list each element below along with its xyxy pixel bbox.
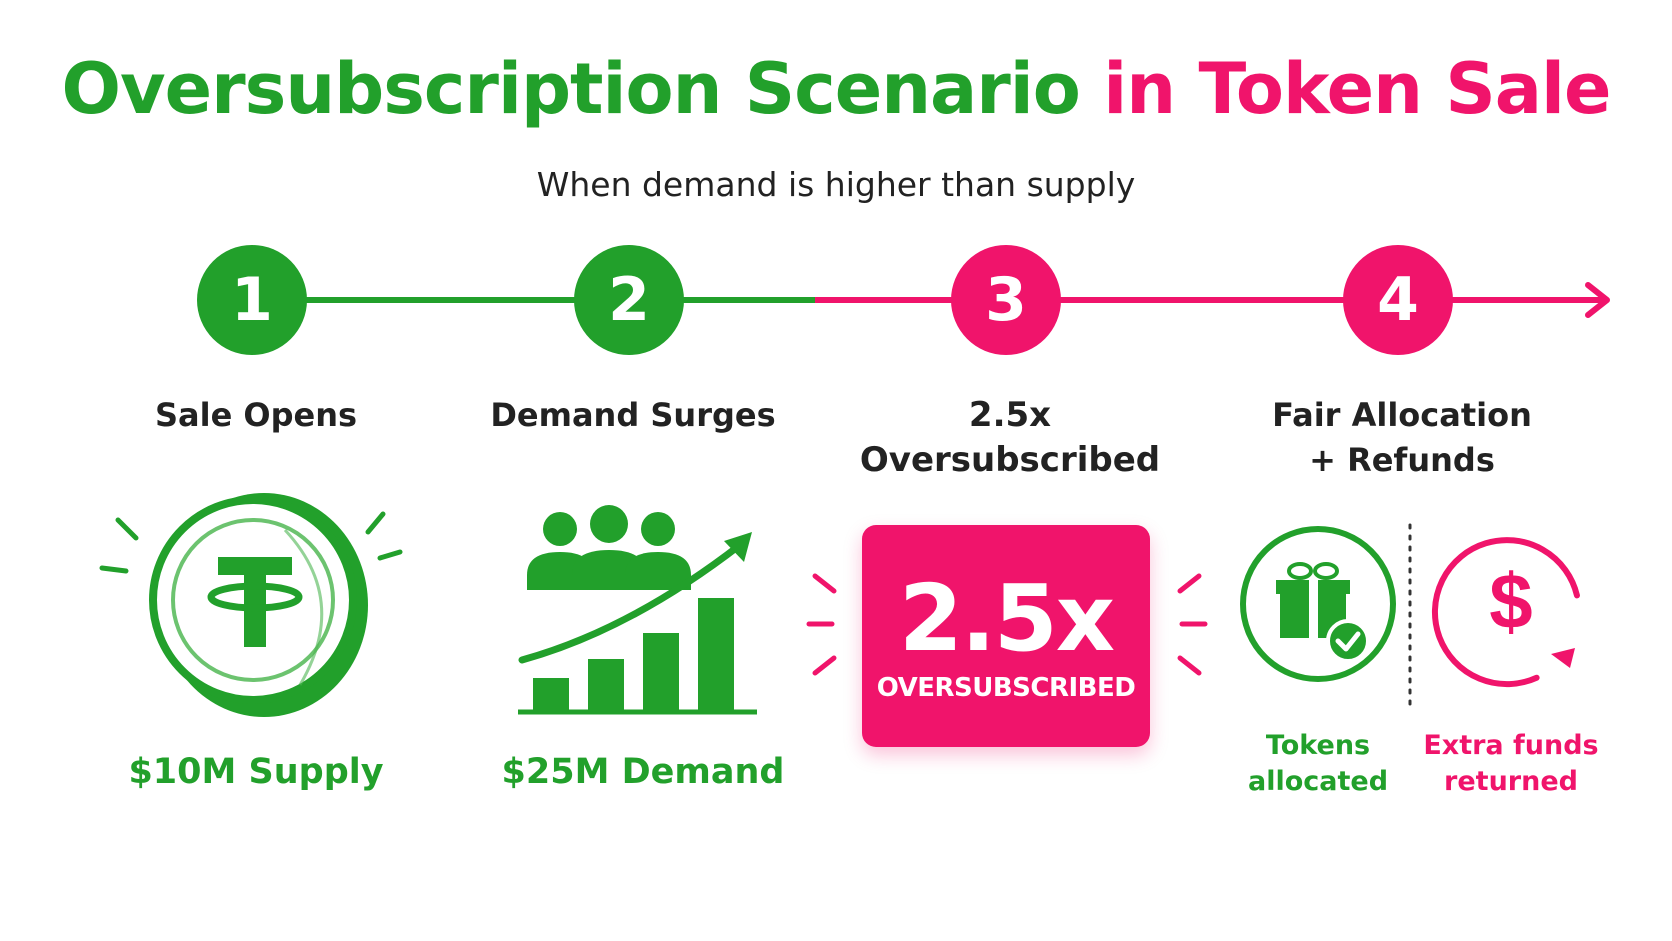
supply-caption: $10M Supply (128, 752, 384, 792)
funds-caption-line2: returned (1444, 766, 1578, 797)
step-3-label-line1: 2.5x (968, 395, 1052, 435)
svg-text:$: $ (1489, 557, 1532, 645)
step-2-number: 2 (608, 265, 650, 335)
oversubscribed-multiplier: 2.5x (898, 565, 1115, 672)
extra-funds-caption: Extra funds returned (1411, 728, 1611, 800)
step-3-circle (951, 245, 1061, 355)
tokens-caption-line2: allocated (1247, 766, 1389, 797)
tokens-caption-line1: Tokens (1265, 730, 1371, 761)
gift-check-icon (1240, 526, 1396, 682)
step-2-label: Demand Surges (490, 396, 776, 434)
step-3-label-line2: Oversubscribed (859, 440, 1161, 480)
title-green-part: Oversubscription Scenario (61, 48, 1081, 130)
step-1-label: Sale Opens (154, 396, 358, 434)
step-1-number: 1 (231, 265, 273, 335)
step-4-label-line2: + Refunds (1309, 441, 1495, 479)
step-2-circle (574, 245, 684, 355)
timeline-arrow-icon (1585, 282, 1610, 318)
dollar-refund-icon: $ (1431, 537, 1580, 688)
page-subtitle: When demand is higher than supply (536, 165, 1136, 204)
step-3-number: 3 (985, 265, 1027, 335)
step-4-circle (1343, 245, 1453, 355)
page-title: Oversubscription Scenario in Token Sale (0, 48, 1672, 130)
oversubscribed-text: OVERSUBSCRIBED (876, 673, 1136, 703)
oversubscribed-badge: 2.5x OVERSUBSCRIBED (862, 525, 1150, 747)
title-pink-part: in Token Sale (1103, 48, 1611, 130)
crowd-growth-chart-icon (518, 505, 757, 715)
demand-caption: $25M Demand (501, 752, 785, 792)
tether-coin-icon (99, 493, 403, 717)
step-4-number: 4 (1377, 265, 1419, 335)
tokens-allocated-caption: Tokens allocated (1218, 728, 1418, 800)
step-1-circle (197, 245, 307, 355)
funds-caption-line1: Extra funds (1423, 730, 1599, 761)
burst-lines-icon (806, 573, 1208, 676)
step-4-label-line1: Fair Allocation (1272, 396, 1532, 434)
